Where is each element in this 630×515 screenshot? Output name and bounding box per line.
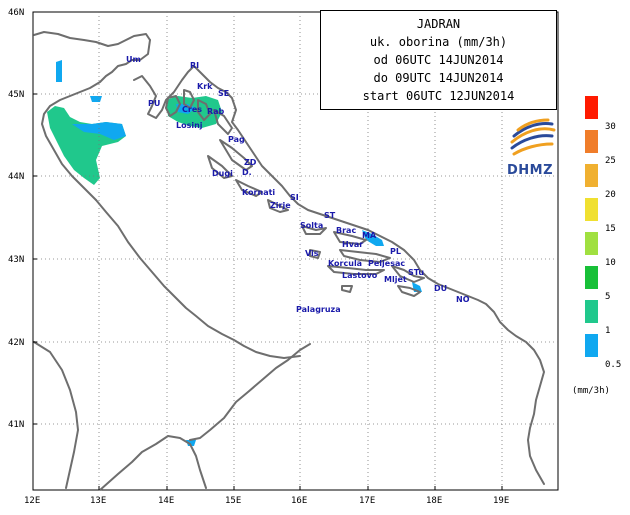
place-label-zd: ZD — [244, 158, 257, 167]
lon-label: 12E — [24, 496, 40, 506]
legend-swatch — [585, 96, 598, 119]
place-label-lastovo: Lastovo — [342, 271, 378, 280]
place-label-rab: Rab — [207, 107, 225, 116]
lon-label: 13E — [90, 496, 106, 506]
legend-tick: 10 — [605, 258, 616, 268]
place-label-hvar: Hvar — [342, 240, 363, 249]
precip-area-brac — [362, 230, 384, 246]
map-valid-to: do 09UTC 14JUN2014 — [373, 71, 504, 85]
place-label-losinj: Losinj — [176, 121, 203, 130]
map-title-box: JADRAN uk. oborina (mm/3h) od 06UTC 14JU… — [320, 10, 557, 110]
place-label-um: Um — [126, 55, 141, 64]
precip-area-blob2 — [186, 440, 196, 446]
map-title: JADRAN — [416, 17, 461, 31]
place-label-cres: Cres — [182, 105, 202, 114]
place-label-solta: Solta — [300, 221, 323, 230]
place-label-pu: PU — [148, 99, 160, 108]
lat-label: 44N — [8, 172, 24, 182]
precip-area-blob1 — [90, 96, 102, 102]
legend-swatch — [585, 198, 598, 221]
place-label-pl: PL — [390, 247, 401, 256]
lat-label: 41N — [8, 420, 24, 430]
lat-label: 43N — [8, 255, 24, 265]
lon-label: 15E — [225, 496, 241, 506]
legend-tick: 5 — [605, 292, 611, 302]
legend-swatch — [585, 334, 598, 357]
legend-tick: 1 — [605, 326, 611, 336]
place-label-peljesac: Peljesac — [368, 259, 405, 268]
place-label-vis: Vis — [305, 249, 319, 258]
place-label-ri: RI — [190, 61, 199, 70]
place-label-palagruza: Palagruza — [296, 305, 341, 314]
legend-swatch — [585, 300, 598, 323]
legend-tick: 0.5 — [605, 360, 622, 370]
place-label-mljet: Mljet — [384, 275, 407, 284]
legend-swatch — [585, 232, 598, 255]
lat-label: 45N — [8, 90, 24, 100]
coastline — [33, 31, 545, 491]
lon-label: 19E — [493, 496, 509, 506]
map-variable: uk. oborina (mm/3h) — [369, 35, 508, 49]
lon-label: 18E — [426, 496, 442, 506]
place-label-du: DU — [434, 284, 447, 293]
legend-tick: 15 — [605, 224, 616, 234]
place-label-si: SI — [290, 193, 299, 202]
legend-unit: (mm/3h) — [572, 386, 610, 396]
legend-swatch — [585, 164, 598, 187]
place-label-st: ST — [324, 211, 336, 220]
legend-tick: 30 — [605, 122, 616, 132]
place-label-kornati: Kornati — [242, 188, 275, 197]
lon-label: 14E — [158, 496, 174, 506]
lon-label: 16E — [291, 496, 307, 506]
place-label-se: SE — [218, 89, 229, 98]
map-run-start: start 06UTC 12JUN2014 — [362, 89, 515, 103]
precip-area-italy-blue — [72, 122, 126, 140]
legend-swatch — [585, 130, 598, 153]
legend-tick: 25 — [605, 156, 616, 166]
place-label-korcula: Korcula — [328, 259, 362, 268]
place-label-d: D. — [242, 168, 252, 177]
map-valid-from: od 06UTC 14JUN2014 — [373, 53, 504, 67]
place-label-krk: Krk — [197, 82, 213, 91]
place-label-stu: STu — [408, 268, 424, 277]
lon-label: 17E — [359, 496, 375, 506]
legend-tick: 20 — [605, 190, 616, 200]
dhmz-logo-text: DHMZ — [507, 163, 554, 178]
place-label-pag: Pag — [228, 135, 245, 144]
place-label-ma: MA — [362, 231, 377, 240]
place-label-no: NO — [456, 295, 470, 304]
legend-swatch — [585, 266, 598, 289]
lat-label: 46N — [8, 8, 24, 18]
axis-ticks — [33, 93, 503, 490]
lat-label: 42N — [8, 338, 24, 348]
dhmz-logo-icon — [510, 118, 556, 156]
place-label-dugi: Dugi — [212, 169, 233, 178]
precip-area-istria-top — [56, 60, 62, 82]
place-label-zirje: Zirje — [270, 201, 291, 210]
place-label-brac: Brac — [336, 226, 356, 235]
place-labels: Um RI Krk SE PU Cres Rab Losinj Pag ZD D… — [126, 55, 470, 314]
